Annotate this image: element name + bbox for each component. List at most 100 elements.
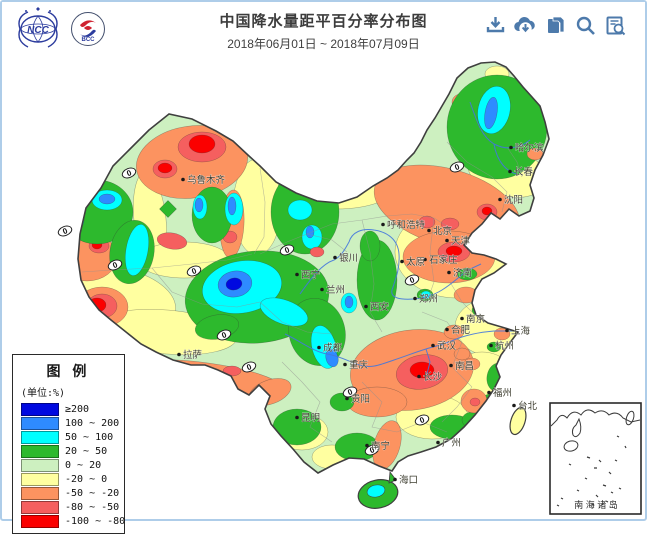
legend-entry: ≥200 (21, 402, 124, 416)
zero-contour-ellipse (449, 161, 465, 173)
legend-swatch (21, 486, 59, 500)
city-marker (489, 343, 493, 348)
zero-contour-label: 0 (245, 362, 253, 372)
legend-entry: 20 ~ 50 (21, 444, 124, 458)
logo-group: NCC BCC (14, 7, 106, 51)
city-label: 昆明 (301, 413, 320, 424)
cloud-download-icon (514, 16, 535, 35)
city-marker (295, 272, 299, 277)
city-marker (413, 296, 417, 301)
city-marker (393, 477, 397, 482)
city-marker (431, 343, 435, 348)
legend-entry: 50 ~ 100 (21, 430, 124, 444)
city-marker (505, 328, 509, 333)
city-marker (509, 145, 513, 150)
city-marker (345, 396, 349, 401)
city-label: 成都 (323, 342, 343, 354)
city-label: 济南 (453, 267, 472, 279)
province-borders (81, 141, 523, 443)
city-label: 武汉 (437, 340, 457, 352)
zero-contour-ellipse (241, 361, 257, 373)
city-label: 重庆 (349, 359, 369, 371)
city-marker (445, 238, 449, 243)
zero-contour-ellipse (186, 265, 202, 277)
zoom-button[interactable] (574, 14, 597, 37)
download-icon (486, 17, 505, 33)
city-label: 郑州 (419, 293, 438, 305)
city-label: 哈尔滨 (515, 142, 544, 154)
svg-text:NCC: NCC (27, 25, 49, 36)
legend-swatch (21, 416, 59, 430)
zero-contour-ellipse (414, 414, 430, 426)
legend-label: -20 ~ 0 (65, 473, 108, 485)
inset-map: 南 海 诸 岛 (549, 402, 642, 515)
map-legend: 图 例 (单位:%) ≥200 100 ~ 200 50 ~ 100 20 ~ 50 0… (12, 354, 125, 534)
zero-contour-label: 0 (111, 260, 119, 270)
south-china-sea-inset: 南 海 诸 岛 (549, 402, 642, 515)
city-label: 拉萨 (183, 349, 203, 361)
zero-contour-label: 0 (220, 330, 228, 340)
island-dots (556, 435, 627, 507)
city-label: 兰州 (326, 284, 345, 296)
city-marker (364, 304, 368, 309)
title-block: 中国降水量距平百分率分布图 2018年06月01日 ~ 2018年07月09日 (219, 10, 427, 52)
islands (357, 406, 527, 509)
document-preview-icon (606, 16, 626, 36)
city-label: 银川 (339, 252, 358, 264)
city-marker (343, 362, 347, 367)
page-title: 中国降水量距平百分率分布图 (219, 13, 428, 30)
city-marker (487, 390, 491, 395)
zero-contour-labels: 0 0 0 0 0 0 0 0 0 0 0 0 (57, 161, 465, 456)
city-label: 乌鲁木齐 (187, 174, 226, 186)
city-marker (177, 352, 181, 357)
city-label: 长春 (514, 166, 534, 178)
city-label: 西宁 (301, 269, 320, 281)
city-marker (181, 177, 185, 182)
legend-swatch (21, 458, 59, 472)
svg-text:BCC: BCC (82, 37, 96, 43)
anomaly-regions (78, 65, 548, 470)
china-border (77, 61, 550, 474)
header: NCC BCC 中国降水量距平百分率分布图 2018年06月01日 ~ 2018… (2, 2, 645, 58)
city-marker (512, 403, 516, 408)
cloud-download-button[interactable] (514, 14, 537, 37)
city-label: 南昌 (455, 360, 474, 372)
legend-unit: (单位:%) (21, 388, 66, 399)
city-label: 上海 (511, 325, 531, 337)
legend-swatch (21, 500, 59, 514)
copy-button[interactable] (544, 14, 567, 37)
legend-label: 100 ~ 200 (65, 417, 120, 429)
zero-contour-ellipse (342, 386, 358, 398)
city-marker (381, 222, 385, 227)
download-button[interactable] (484, 14, 507, 37)
legend-entry: -50 ~ -20 (21, 486, 124, 500)
city-marker (447, 270, 451, 275)
legend-label: -50 ~ -20 (65, 487, 120, 499)
city-label: 南京 (466, 313, 485, 325)
rivers (284, 101, 531, 375)
legend-swatch (21, 444, 59, 458)
legend-entry: -80 ~ -50 (21, 500, 124, 514)
city-marker (427, 228, 431, 233)
zero-contour-ellipse (107, 259, 123, 271)
legend-swatch (21, 472, 59, 486)
city-marker (460, 316, 464, 321)
legend-title: 图 例 (46, 363, 91, 379)
city-label: 长沙 (423, 371, 443, 383)
city-marker (498, 197, 502, 202)
city-label: 石家庄 (429, 254, 458, 266)
city-label: 呼和浩特 (387, 219, 426, 231)
city-marker (445, 327, 449, 332)
zoom-icon (576, 16, 595, 35)
zero-contour-ellipse (404, 274, 420, 286)
zero-contour-label: 0 (61, 226, 69, 236)
city-label: 海口 (399, 474, 418, 486)
city-label: 杭州 (495, 340, 514, 352)
zero-contour-ellipse (57, 225, 73, 237)
document-preview-button[interactable] (604, 14, 627, 37)
legend-entry: 100 ~ 200 (21, 416, 124, 430)
city-marker (333, 255, 337, 260)
legend-label: 20 ~ 50 (65, 445, 108, 457)
ncc-logo: NCC (18, 7, 58, 48)
